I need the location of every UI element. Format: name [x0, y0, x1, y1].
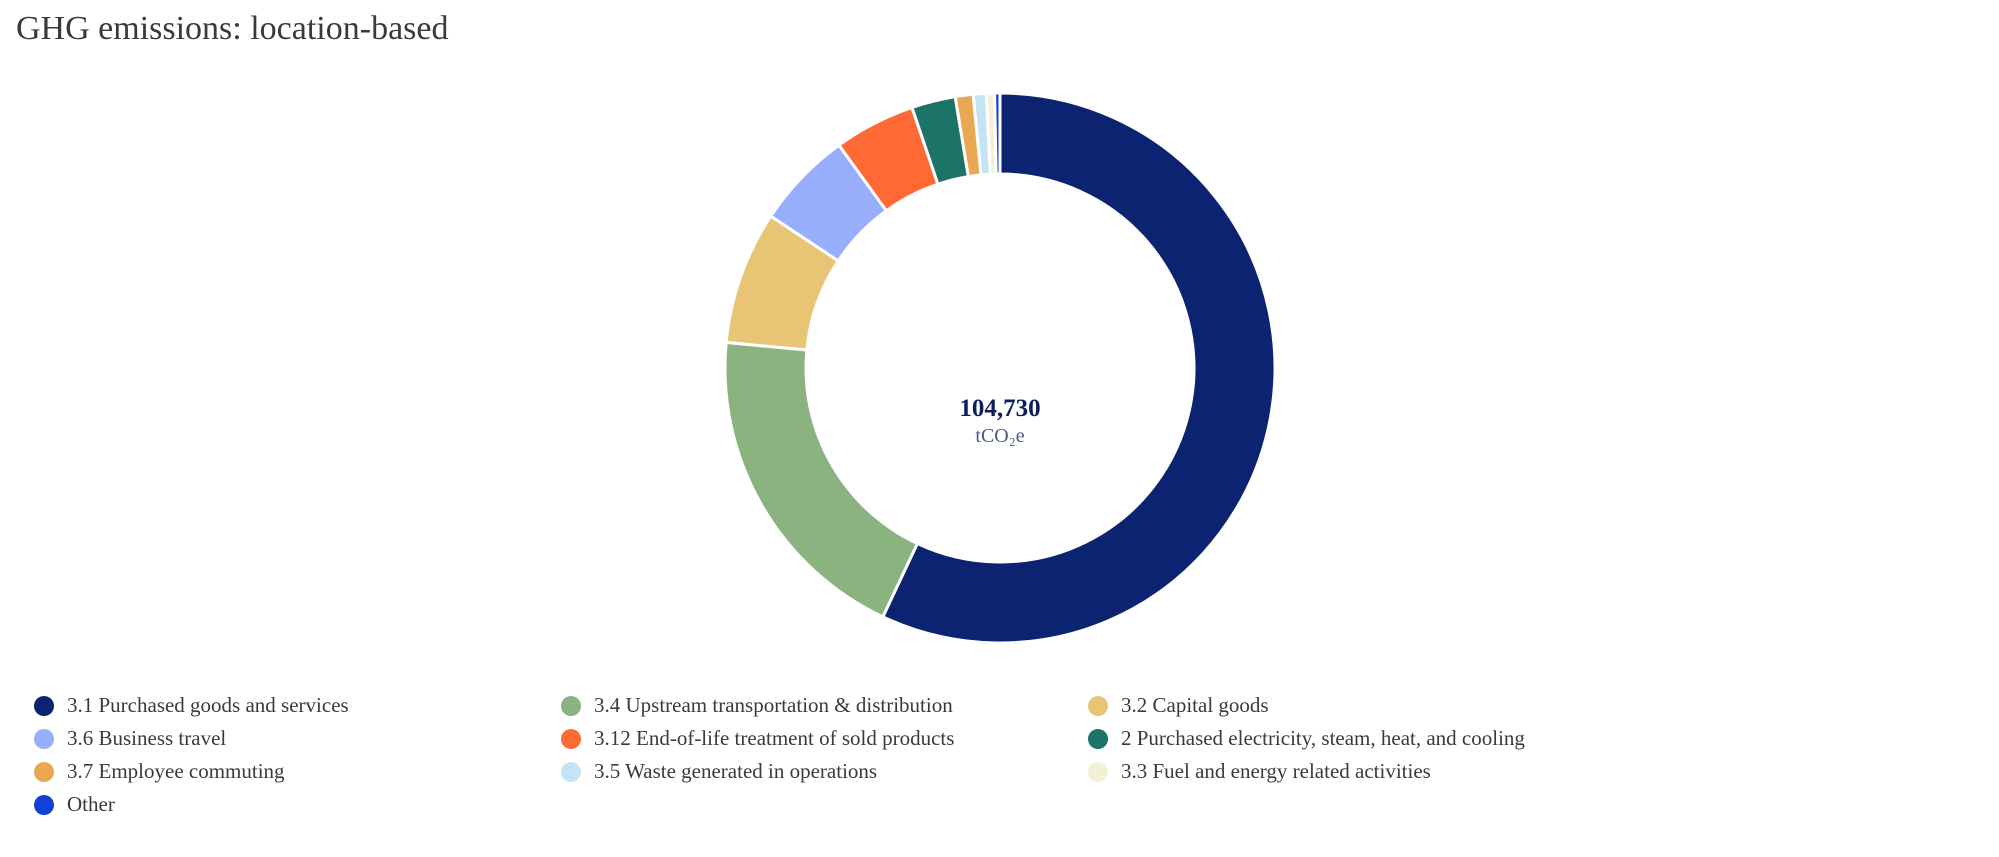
legend-color-dot: [34, 794, 54, 815]
legend-label: 3.1 Purchased goods and services: [67, 693, 349, 717]
donut-slice-10[interactable]: [993, 91, 1002, 176]
legend-item[interactable]: 3.7 Employee commuting: [34, 758, 561, 785]
legend-item[interactable]: 3.2 Capital goods: [1088, 692, 1615, 719]
legend-label: 3.2 Capital goods: [1121, 693, 1269, 717]
legend-item[interactable]: 3.6 Business travel: [34, 725, 561, 752]
legend-color-dot: [34, 695, 54, 716]
legend-label: 3.12 End-of-life treatment of sold produ…: [594, 726, 955, 750]
legend-label: 3.6 Business travel: [67, 726, 227, 750]
legend-label: Other: [67, 792, 115, 816]
legend-item[interactable]: 3.5 Waste generated in operations: [561, 758, 1088, 785]
legend-color-dot: [561, 695, 581, 716]
legend-item[interactable]: 3.4 Upstream transportation & distributi…: [561, 692, 1088, 719]
legend-color-dot: [561, 728, 581, 749]
legend-color-dot: [561, 761, 581, 782]
total-value: 104,730: [959, 395, 1041, 422]
donut-slice-2[interactable]: [723, 340, 919, 619]
donut-slice-1[interactable]: [881, 91, 1277, 645]
chart-title: GHG emissions: location-based: [16, 10, 449, 47]
legend-color-dot: [1088, 761, 1108, 782]
total-unit: tCO₂e: [975, 425, 1025, 447]
legend-label: 3.3 Fuel and energy related activities: [1121, 759, 1431, 783]
legend-label: 2 Purchased electricity, steam, heat, an…: [1121, 726, 1525, 750]
legend-item[interactable]: 3.1 Purchased goods and services: [34, 692, 561, 719]
chart-legend: 3.1 Purchased goods and services 3.4 Upst…: [34, 692, 1615, 818]
legend-label: 3.5 Waste generated in operations: [594, 759, 878, 783]
legend-label: 3.7 Employee commuting: [67, 759, 285, 783]
legend-item[interactable]: 2 Purchased electricity, steam, heat, an…: [1088, 725, 1615, 752]
legend-item[interactable]: 3.12 End-of-life treatment of sold produ…: [561, 725, 1088, 752]
legend-color-dot: [34, 761, 54, 782]
legend-item[interactable]: 3.3 Fuel and energy related activities: [1088, 758, 1615, 785]
legend-color-dot: [34, 728, 54, 749]
legend-item[interactable]: Other: [34, 791, 561, 818]
legend-label: 3.4 Upstream transportation & distributi…: [594, 693, 953, 717]
legend-color-dot: [1088, 728, 1108, 749]
legend-color-dot: [1088, 695, 1108, 716]
